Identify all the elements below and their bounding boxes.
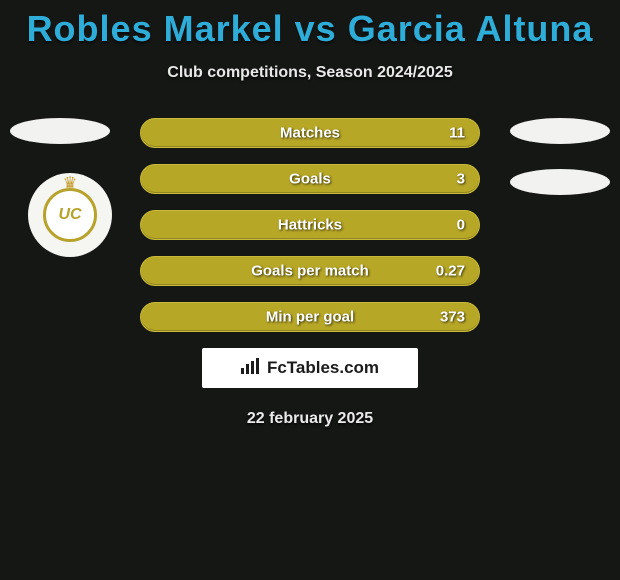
- page-subtitle: Club competitions, Season 2024/2025: [0, 64, 620, 82]
- crown-icon: ♛: [63, 173, 77, 193]
- stat-value: 11: [449, 125, 465, 142]
- stat-bar-matches: Matches 11: [140, 118, 480, 148]
- club-badge: ♛ UC: [28, 173, 112, 257]
- stat-value: 373: [440, 309, 465, 326]
- footer-date: 22 february 2025: [0, 410, 620, 428]
- stat-bars: Matches 11 Goals 3 Hattricks 0 Goals per…: [140, 118, 480, 332]
- chart-icon: [241, 358, 261, 379]
- stat-label: Goals: [289, 171, 331, 188]
- stat-value: 0.27: [436, 263, 465, 280]
- stat-label: Hattricks: [278, 217, 342, 234]
- stat-bar-goals: Goals 3: [140, 164, 480, 194]
- stat-label: Matches: [280, 125, 340, 142]
- stat-bar-min-per-goal: Min per goal 373: [140, 302, 480, 332]
- comparison-panel: ♛ UC Matches 11 Goals 3 Hattricks 0 Goal…: [0, 118, 620, 428]
- stat-label: Goals per match: [251, 263, 369, 280]
- club-badge-ring: ♛ UC: [43, 188, 97, 242]
- brand-badge: FcTables.com: [202, 348, 418, 388]
- brand-text: FcTables.com: [267, 358, 379, 378]
- stat-value: 0: [457, 217, 465, 234]
- page-title: Robles Markel vs Garcia Altuna: [0, 0, 620, 50]
- player-right-avatar-placeholder-1: [510, 118, 610, 144]
- player-right-avatar-placeholder-2: [510, 169, 610, 195]
- club-badge-initials: UC: [58, 206, 81, 224]
- player-left-avatar-placeholder: [10, 118, 110, 144]
- stat-bar-hattricks: Hattricks 0: [140, 210, 480, 240]
- stat-bar-goals-per-match: Goals per match 0.27: [140, 256, 480, 286]
- stat-label: Min per goal: [266, 309, 354, 326]
- stat-value: 3: [457, 171, 465, 188]
